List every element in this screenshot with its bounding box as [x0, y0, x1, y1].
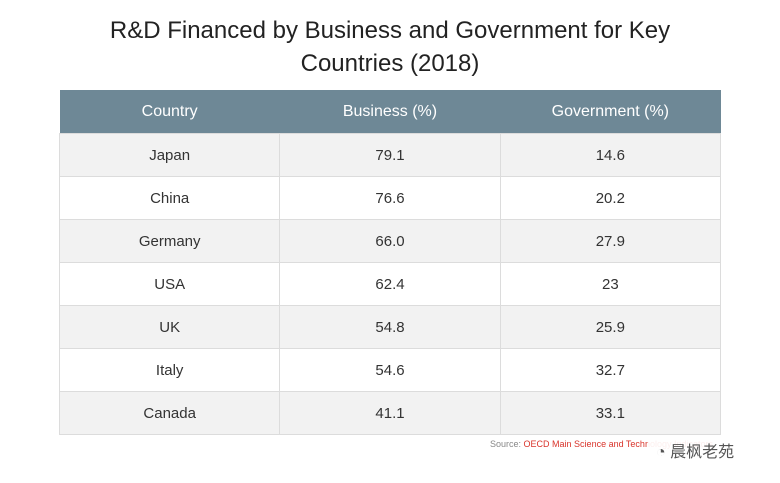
table-row: Germany 66.0 27.9: [58, 219, 722, 263]
table-cell: Japan: [58, 133, 281, 177]
data-table: Country Business (%) Government (%) Japan 7…: [58, 90, 722, 435]
table-cell: 27.9: [499, 219, 722, 263]
watermark-icon: ◔: [656, 444, 666, 461]
table-head: Country Business (%) Government (%): [59, 90, 721, 134]
table-cell: Canada: [58, 391, 281, 435]
source-label: Source:: [490, 439, 522, 449]
table-cell: USA: [58, 262, 281, 306]
watermark: ◔ 晨枫老苑: [648, 436, 743, 464]
table-body: Japan 79.1 14.6 China 76.6 20.2 Germany 66.0 27.…: [58, 133, 722, 435]
table-cell: 54.8: [279, 305, 501, 349]
table-row: Italy 54.6 32.7: [58, 348, 722, 392]
table-cell: 23: [499, 262, 722, 306]
title: R&D Financed by Business and Government …: [109, 17, 671, 77]
table-cell: 25.9: [499, 305, 722, 349]
table-cell: 62.4: [279, 262, 501, 306]
table-row: UK 54.8 25.9: [58, 305, 722, 349]
table-cell: 54.6: [279, 348, 501, 392]
table-row: USA 62.4 23: [58, 262, 722, 306]
table-cell: Italy: [58, 348, 281, 392]
header-cell: Business (%): [279, 90, 501, 134]
table-cell: Germany: [58, 219, 281, 263]
watermark-text: 晨枫老苑: [670, 444, 735, 461]
header-cell: Government (%): [500, 90, 721, 134]
table-cell: UK: [58, 305, 281, 349]
source-text: OECD Main Science and Technology Indicat…: [523, 439, 713, 449]
table-cell: 66.0: [279, 219, 501, 263]
header-row: Country Business (%) Government (%): [59, 90, 721, 134]
table-cell: 20.2: [499, 176, 722, 220]
table-row: China 76.6 20.2: [58, 176, 722, 220]
table-cell: China: [58, 176, 281, 220]
table-row: Japan 79.1 14.6: [58, 133, 722, 177]
table-cell: 41.1: [279, 391, 501, 435]
source: Source: OECD Main Science and Technology…: [490, 439, 713, 449]
table-cell: 79.1: [279, 133, 501, 177]
table-cell: 14.6: [499, 133, 722, 177]
table-cell: 33.1: [499, 391, 722, 435]
table-cell: 76.6: [279, 176, 501, 220]
header-cell: Country: [59, 90, 280, 134]
table-cell: 32.7: [499, 348, 722, 392]
table-row: Canada 41.1 33.1: [58, 391, 722, 435]
